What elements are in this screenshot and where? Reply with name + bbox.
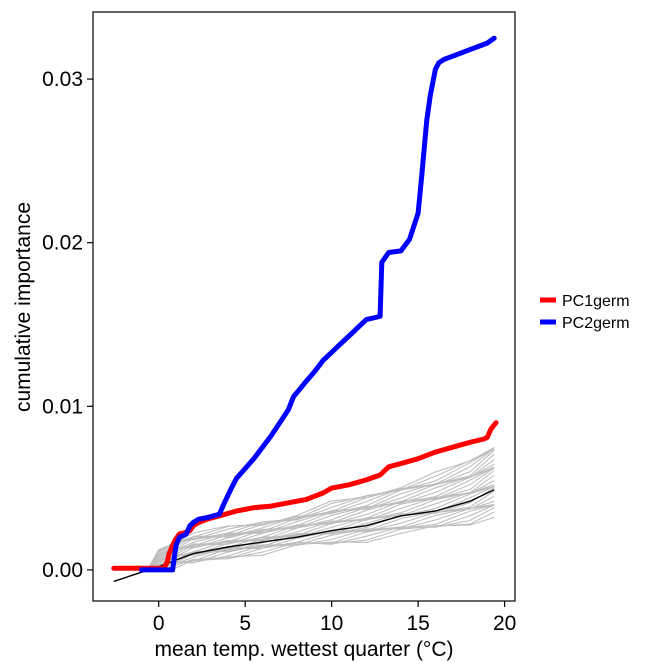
x-axis-label: mean temp. wettest quarter (°C) xyxy=(154,638,453,661)
gray-reference-line xyxy=(149,487,495,569)
y-tick-label: 0.01 xyxy=(42,395,83,418)
legend-label-pc2germ: PC2germ xyxy=(562,315,630,332)
black-reference-line xyxy=(113,489,495,583)
x-tick-label: 20 xyxy=(493,612,516,635)
x-tick-label: 10 xyxy=(320,612,343,635)
legend-label-pc1germ: PC1germ xyxy=(562,293,630,310)
gray-reference-line xyxy=(149,448,495,566)
gray-reference-line xyxy=(149,447,495,566)
panel-border xyxy=(92,11,516,602)
gray-reference-line xyxy=(149,459,495,567)
x-tick-label: 5 xyxy=(239,612,251,635)
black-reference-line-group xyxy=(113,489,495,583)
y-tick-label: 0.00 xyxy=(42,559,83,582)
y-axis: 0.00 0.01 0.02 0.03 xyxy=(42,68,93,582)
legend: PC1germ PC2germ xyxy=(540,293,630,332)
y-tick-label: 0.02 xyxy=(42,232,83,255)
series-line-pc1germ xyxy=(111,420,499,571)
x-tick-label: 15 xyxy=(406,612,429,635)
series-lines xyxy=(111,35,499,573)
y-axis-label: cumulative importance xyxy=(12,202,35,412)
x-axis: 0 5 10 15 20 xyxy=(153,601,516,635)
x-tick-label: 0 xyxy=(153,612,165,635)
series-line-pc2germ xyxy=(138,35,497,573)
y-tick-label: 0.03 xyxy=(42,68,83,91)
